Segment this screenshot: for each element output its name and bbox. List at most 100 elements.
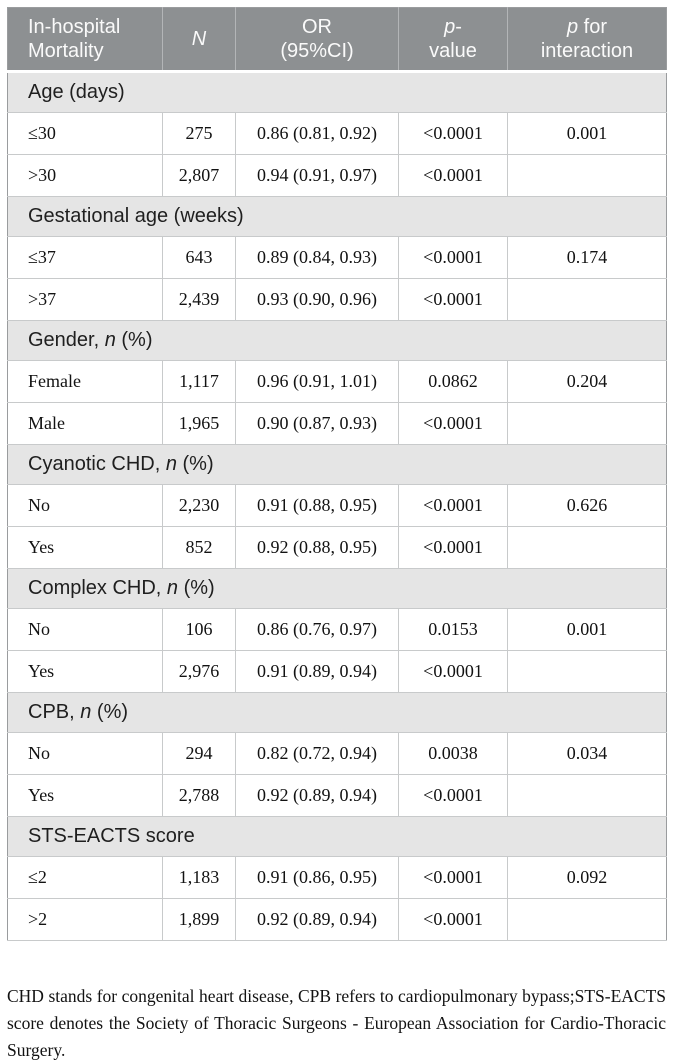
or-ci-cell: 0.86 (0.76, 0.97) [235, 608, 399, 651]
or-ci-cell: 0.86 (0.81, 0.92) [235, 112, 399, 155]
p-interaction-rest: for [578, 15, 608, 38]
row-label-cell: >30 [7, 154, 163, 197]
p-interaction-cell: 0.034 [507, 732, 667, 775]
n-italic-label: N [191, 27, 207, 50]
p-interaction-cell [507, 154, 667, 197]
n-cell: 294 [162, 732, 236, 775]
header-row: In-hospital Mortality N OR (95%CI) p-val… [7, 7, 667, 73]
n-cell: 1,117 [162, 360, 236, 403]
table-row: >37 2,439 0.93 (0.90, 0.96) <0.0001 [7, 278, 667, 321]
footnote: CHD stands for congenital heart disease,… [7, 986, 666, 1060]
header-cell-mortality: In-hospital Mortality [7, 7, 163, 73]
p-interaction-cell [507, 650, 667, 693]
table-row: ≤2 1,183 0.91 (0.86, 0.95) <0.0001 0.092 [7, 856, 667, 899]
p-interaction-cell: 0.204 [507, 360, 667, 403]
section-header-row-cyanotic-chd: Cyanotic CHD, n (%) [7, 444, 667, 485]
section-title: CPB, n (%) [7, 692, 667, 733]
or-ci-cell: 0.91 (0.86, 0.95) [235, 856, 399, 899]
section-header-row-complex-chd: Complex CHD, n (%) [7, 568, 667, 609]
section-title-text: Complex CHD, [28, 577, 167, 599]
or-ci-cell: 0.82 (0.72, 0.94) [235, 732, 399, 775]
subgroup-analysis-table: In-hospital Mortality N OR (95%CI) p-val… [7, 7, 667, 941]
or-ci-cell: 0.92 (0.89, 0.94) [235, 898, 399, 941]
table-row: Yes 2,976 0.91 (0.89, 0.94) <0.0001 [7, 650, 667, 693]
row-label-cell: Male [7, 402, 163, 445]
row-label-cell: Yes [7, 650, 163, 693]
p-value-cell: <0.0001 [398, 898, 508, 941]
p-interaction-cell [507, 526, 667, 569]
table-row: >30 2,807 0.94 (0.91, 0.97) <0.0001 [7, 154, 667, 197]
p-value-cell: <0.0001 [398, 278, 508, 321]
p-value-cell: <0.0001 [398, 402, 508, 445]
or-ci-cell: 0.92 (0.89, 0.94) [235, 774, 399, 817]
header-cell-or-ci: OR (95%CI) [235, 7, 399, 73]
p-interaction-cell: 0.092 [507, 856, 667, 899]
section-title-text: Gender, [28, 329, 105, 351]
p-italic-label: p [566, 15, 579, 38]
p-interaction-cell: 0.001 [507, 608, 667, 651]
table-row: Yes 2,788 0.92 (0.89, 0.94) <0.0001 [7, 774, 667, 817]
p-value-cell: 0.0862 [398, 360, 508, 403]
section-title-italic: n [104, 329, 116, 351]
table-row: ≤37 643 0.89 (0.84, 0.93) <0.0001 0.174 [7, 236, 667, 279]
section-header-row-sts-eacts: STS-EACTS score [7, 816, 667, 857]
p-value-cell: <0.0001 [398, 236, 508, 279]
section-title-text: STS-EACTS score [28, 825, 195, 847]
table-row: Yes 852 0.92 (0.88, 0.95) <0.0001 [7, 526, 667, 569]
or-ci-cell: 0.94 (0.91, 0.97) [235, 154, 399, 197]
n-cell: 2,807 [162, 154, 236, 197]
n-cell: 852 [162, 526, 236, 569]
row-label-cell: ≤37 [7, 236, 163, 279]
section-header-row-cpb: CPB, n (%) [7, 692, 667, 733]
section-title-suffix: (%) [91, 701, 129, 723]
table-row: No 106 0.86 (0.76, 0.97) 0.0153 0.001 [7, 608, 667, 651]
or-ci-cell: 0.91 (0.89, 0.94) [235, 650, 399, 693]
p-interaction-cell [507, 402, 667, 445]
p-interaction-cell [507, 774, 667, 817]
p-interaction-cell: 0.001 [507, 112, 667, 155]
row-label-cell: No [7, 484, 163, 527]
section-title-text: Cyanotic CHD, [28, 453, 166, 475]
n-cell: 2,976 [162, 650, 236, 693]
or-ci-cell: 0.96 (0.91, 1.01) [235, 360, 399, 403]
section-title: Age (days) [7, 71, 667, 113]
n-cell: 275 [162, 112, 236, 155]
section-title-suffix: (%) [176, 453, 214, 475]
n-cell: 1,899 [162, 898, 236, 941]
n-cell: 2,788 [162, 774, 236, 817]
section-title: Complex CHD, n (%) [7, 568, 667, 609]
table-row: Female 1,117 0.96 (0.91, 1.01) 0.0862 0.… [7, 360, 667, 403]
row-label-cell: Yes [7, 774, 163, 817]
n-cell: 643 [162, 236, 236, 279]
row-label-cell: ≤2 [7, 856, 163, 899]
section-title-suffix: (%) [115, 329, 153, 351]
row-label-cell: No [7, 608, 163, 651]
section-title: Gender, n (%) [7, 320, 667, 361]
header-cell-p-interaction: p for interaction [507, 7, 667, 73]
table-row: Male 1,965 0.90 (0.87, 0.93) <0.0001 [7, 402, 667, 445]
p-value-cell: <0.0001 [398, 154, 508, 197]
section-title-italic: n [80, 701, 92, 723]
row-label-cell: No [7, 732, 163, 775]
p-value-cell: 0.0038 [398, 732, 508, 775]
table-row: ≤30 275 0.86 (0.81, 0.92) <0.0001 0.001 [7, 112, 667, 155]
section-title-text: CPB, [28, 701, 81, 723]
or-ci-cell: 0.89 (0.84, 0.93) [235, 236, 399, 279]
section-title-text: Gestational age (weeks) [28, 205, 244, 227]
p-value-cell: <0.0001 [398, 526, 508, 569]
table-row: No 294 0.82 (0.72, 0.94) 0.0038 0.034 [7, 732, 667, 775]
p-interaction-cell: 0.174 [507, 236, 667, 279]
row-label-cell: Female [7, 360, 163, 403]
p-interaction-cell [507, 278, 667, 321]
section-title-italic: n [165, 453, 177, 475]
p-value-cell: <0.0001 [398, 856, 508, 899]
section-title-suffix: (%) [178, 577, 215, 599]
section-title: Gestational age (weeks) [7, 196, 667, 237]
or-ci-cell: 0.92 (0.88, 0.95) [235, 526, 399, 569]
p-value-cell: <0.0001 [398, 650, 508, 693]
or-ci-cell: 0.91 (0.88, 0.95) [235, 484, 399, 527]
section-title-text: Age (days) [28, 81, 125, 103]
row-label-cell: >2 [7, 898, 163, 941]
p-interaction-cell [507, 898, 667, 941]
